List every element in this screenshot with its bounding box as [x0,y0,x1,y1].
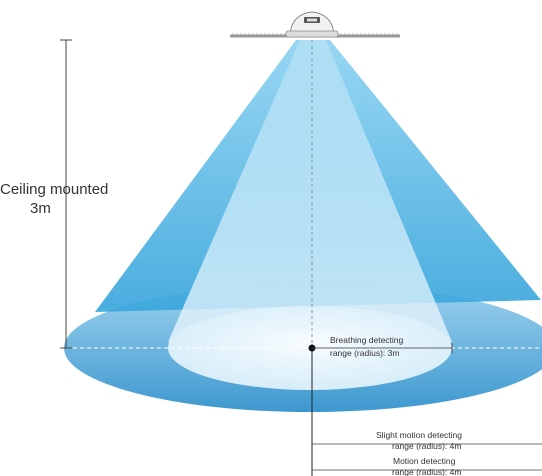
breathing-detection-cone [168,40,452,342]
motion-label-line1: Motion detecting [393,456,456,466]
slight-motion-label-line1: Slight motion detecting [376,430,462,440]
breathing-label-line1: Breathing detecting [330,335,404,345]
slight-motion-label-line2: range (radius): 4m [392,441,461,451]
ceiling-label-line2: 3m [30,200,51,217]
motion-label-line2: range (radius): 4m [392,467,461,476]
radar-sensor-icon [285,11,339,38]
breathing-label-line2: range (radius): 3m [330,348,399,358]
ceiling-label-line1: Ceiling mounted [0,181,108,198]
